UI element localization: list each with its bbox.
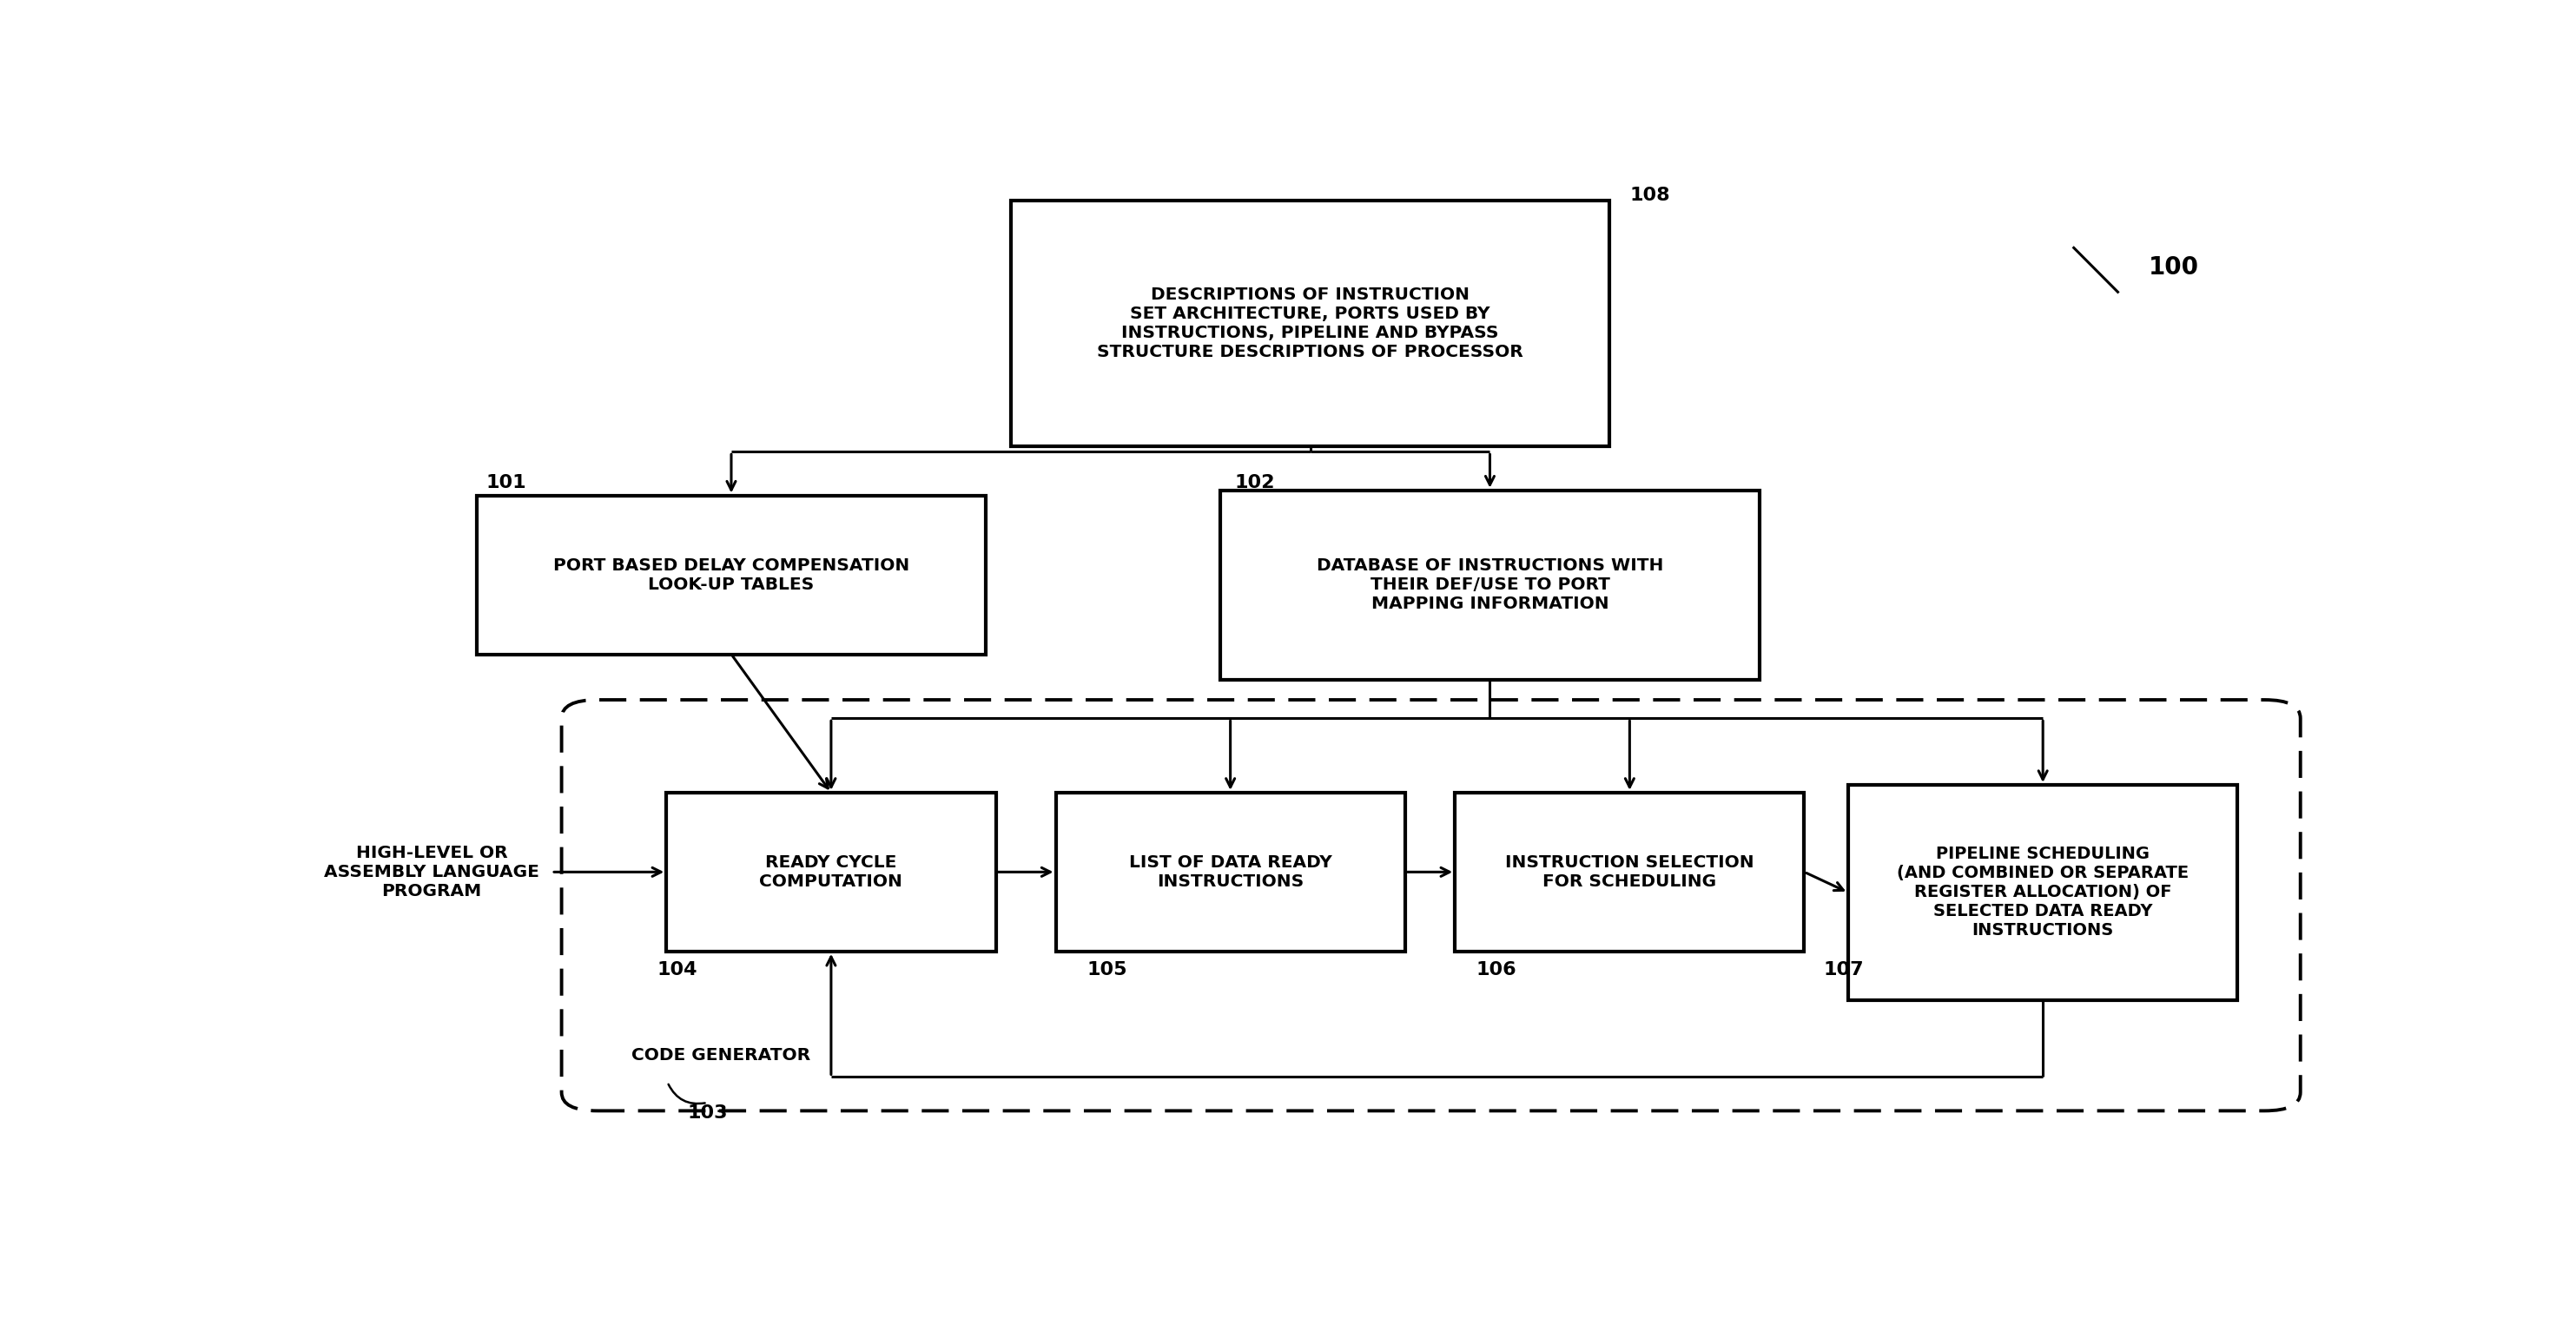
FancyBboxPatch shape <box>562 700 2300 1111</box>
FancyBboxPatch shape <box>1847 785 2239 1000</box>
Text: READY CYCLE
COMPUTATION: READY CYCLE COMPUTATION <box>760 855 902 890</box>
Text: DATABASE OF INSTRUCTIONS WITH
THEIR DEF/USE TO PORT
MAPPING INFORMATION: DATABASE OF INSTRUCTIONS WITH THEIR DEF/… <box>1316 558 1664 612</box>
Text: 103: 103 <box>688 1105 729 1122</box>
Text: DESCRIPTIONS OF INSTRUCTION
SET ARCHITECTURE, PORTS USED BY
INSTRUCTIONS, PIPELI: DESCRIPTIONS OF INSTRUCTION SET ARCHITEC… <box>1097 286 1522 361</box>
Text: 102: 102 <box>1234 474 1275 491</box>
Text: 104: 104 <box>657 961 698 978</box>
FancyBboxPatch shape <box>477 495 987 655</box>
Text: 105: 105 <box>1087 961 1128 978</box>
Text: 108: 108 <box>1631 186 1669 204</box>
Text: HIGH-LEVEL OR
ASSEMBLY LANGUAGE
PROGRAM: HIGH-LEVEL OR ASSEMBLY LANGUAGE PROGRAM <box>325 845 538 900</box>
FancyBboxPatch shape <box>667 792 997 952</box>
Text: 100: 100 <box>2148 256 2200 280</box>
FancyBboxPatch shape <box>1455 792 1803 952</box>
Text: 107: 107 <box>1824 961 1865 978</box>
Text: 101: 101 <box>487 474 526 491</box>
Text: PIPELINE SCHEDULING
(AND COMBINED OR SEPARATE
REGISTER ALLOCATION) OF
SELECTED D: PIPELINE SCHEDULING (AND COMBINED OR SEP… <box>1896 847 2190 938</box>
Text: INSTRUCTION SELECTION
FOR SCHEDULING: INSTRUCTION SELECTION FOR SCHEDULING <box>1504 855 1754 890</box>
FancyBboxPatch shape <box>1056 792 1404 952</box>
Text: LIST OF DATA READY
INSTRUCTIONS: LIST OF DATA READY INSTRUCTIONS <box>1128 855 1332 890</box>
Text: PORT BASED DELAY COMPENSATION
LOOK-UP TABLES: PORT BASED DELAY COMPENSATION LOOK-UP TA… <box>554 556 909 592</box>
Text: 106: 106 <box>1476 961 1517 978</box>
FancyBboxPatch shape <box>1221 490 1759 680</box>
Text: CODE GENERATOR: CODE GENERATOR <box>631 1047 811 1063</box>
FancyBboxPatch shape <box>1010 201 1610 447</box>
